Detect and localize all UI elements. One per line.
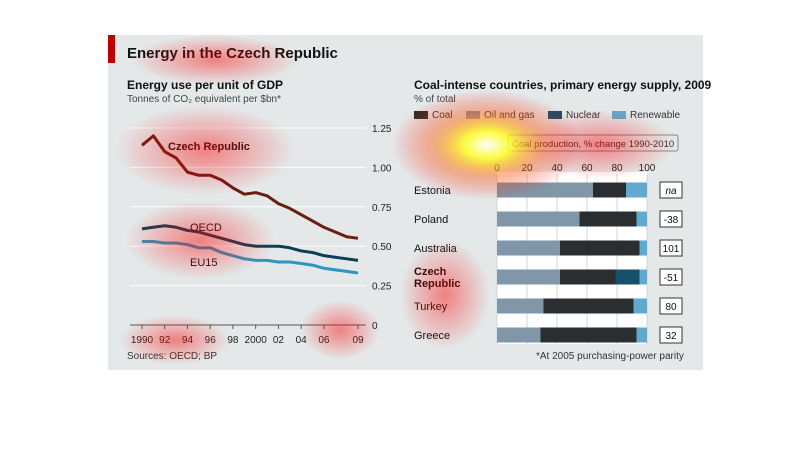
bar-segment [560, 269, 616, 285]
category-label: Estonia [414, 185, 452, 197]
line-chart-subtitle: Tonnes of CO₂ equivalent per $bn* [127, 94, 281, 105]
x-tick-label: 02 [273, 335, 285, 346]
bar-segment [593, 182, 626, 198]
bar-segment [636, 327, 647, 343]
annotation-header: Coal production, % change 1990-2010 [512, 139, 674, 150]
x-tick-label: 40 [551, 163, 563, 174]
y-tick-label: 0.25 [372, 282, 392, 293]
bar-segment [543, 298, 634, 314]
coal-change-value: 80 [665, 302, 677, 313]
y-tick-label: 1.25 [372, 124, 392, 135]
bar-segment [497, 327, 541, 343]
series-label: EU15 [190, 257, 218, 269]
series-label: OECD [190, 222, 222, 234]
x-tick-label: 2000 [245, 335, 268, 346]
x-tick-label: 96 [205, 335, 217, 346]
category-label: Turkey [414, 301, 448, 313]
bar-segment [626, 182, 647, 198]
bar-segment [633, 298, 647, 314]
bar-segment [497, 211, 580, 227]
category-label: Greece [414, 330, 450, 342]
x-tick-label: 09 [352, 335, 364, 346]
coal-change-box [659, 268, 683, 286]
y-tick-label: 0.50 [372, 242, 392, 253]
coal-change-box [659, 181, 683, 199]
coal-change-value: 101 [663, 244, 680, 255]
category-label: Australia [414, 243, 458, 255]
x-tick-label: 20 [521, 163, 533, 174]
category-label: Czech [414, 266, 447, 278]
footnote: *At 2005 purchasing-power parity [536, 351, 684, 362]
series-label: Czech Republic [168, 141, 250, 153]
x-tick-label: 80 [611, 163, 623, 174]
coal-change-value: -51 [664, 273, 679, 284]
x-tick-label: 94 [182, 335, 194, 346]
bar-segment [497, 269, 560, 285]
x-tick-label: 60 [581, 163, 593, 174]
coal-change-box [659, 326, 683, 344]
x-tick-label: 06 [318, 335, 330, 346]
x-tick-label: 0 [494, 163, 500, 174]
y-tick-label: 0 [372, 321, 378, 332]
bar-segment [497, 240, 560, 256]
category-label: Republic [414, 278, 460, 290]
x-tick-label: 92 [159, 335, 171, 346]
x-tick-label: 04 [296, 335, 308, 346]
category-label: Poland [414, 214, 448, 226]
x-tick-label: 1990 [131, 335, 154, 346]
coal-change-value: na [665, 186, 677, 197]
bar-segment [560, 240, 640, 256]
coal-change-value: -38 [664, 215, 679, 226]
y-tick-label: 1.00 [372, 163, 392, 174]
coal-change-box [659, 210, 683, 228]
bar-segment [540, 327, 637, 343]
bar-segment [497, 298, 544, 314]
coal-change-box [659, 239, 683, 257]
bar-plot-background [497, 172, 647, 344]
bar-segment [615, 269, 640, 285]
y-tick-label: 0.75 [372, 203, 392, 214]
bar-segment [579, 211, 637, 227]
bar-chart-title: Coal-intense countries, primary energy s… [414, 78, 712, 92]
title-accent-bar [108, 35, 115, 63]
bar-segment [639, 240, 647, 256]
x-tick-label: 98 [227, 335, 239, 346]
bar-segment [639, 269, 647, 285]
coal-change-value: 32 [665, 331, 677, 342]
x-tick-label: 100 [639, 163, 656, 174]
bar-segment [497, 182, 593, 198]
bar-segment [636, 211, 647, 227]
coal-change-box [659, 297, 683, 315]
